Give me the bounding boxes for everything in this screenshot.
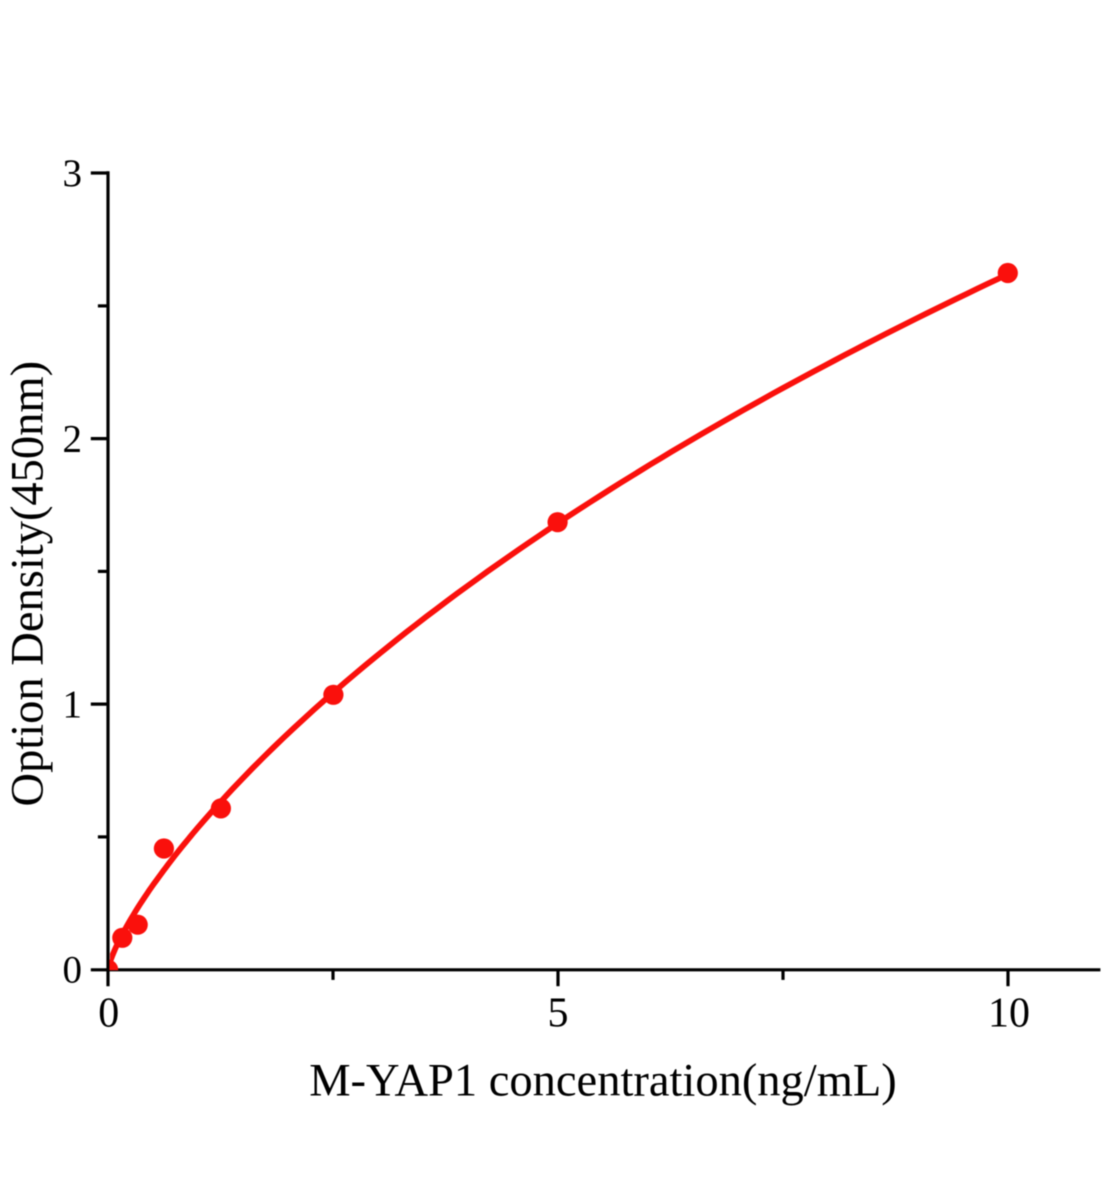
svg-text:10: 10: [988, 991, 1030, 1037]
svg-text:M-YAP1 concentration(ng/mL): M-YAP1 concentration(ng/mL): [309, 1056, 897, 1107]
svg-text:3: 3: [63, 152, 83, 195]
svg-text:Option Density(450nm): Option Density(450nm): [3, 361, 54, 807]
svg-text:2: 2: [63, 418, 83, 461]
svg-text:0: 0: [98, 991, 119, 1037]
svg-text:1: 1: [63, 683, 83, 726]
svg-text:0: 0: [63, 949, 83, 992]
svg-text:5: 5: [548, 991, 569, 1037]
